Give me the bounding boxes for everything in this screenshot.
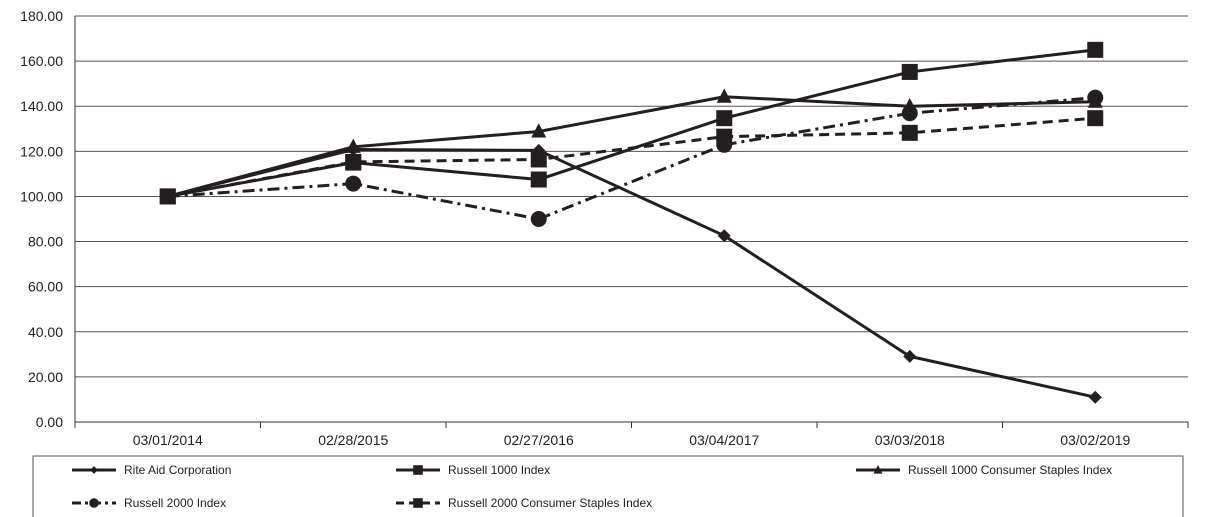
data-point-s4-1: [345, 153, 362, 170]
axes: [74, 16, 1189, 428]
legend-label-3: Russell 2000 Index: [124, 496, 226, 510]
legend-swatch-marker-0: [90, 466, 98, 474]
gridlines: [75, 15, 1188, 378]
data-point-s1-4: [901, 63, 918, 80]
series-line-2: [167, 95, 1096, 198]
legend: Rite Aid Corporation Russell 1000 Index Ru…: [32, 455, 1184, 517]
series-line-0: [167, 148, 1096, 399]
series-line-4: [167, 116, 1096, 198]
x-tick-label: 03/02/2019: [1060, 432, 1130, 448]
x-axis-tick-labels: 03/01/2014 02/28/2015 02/27/2016 03/04/2017…: [133, 432, 1131, 448]
series-line-3: [167, 96, 1096, 221]
series-lines: [167, 48, 1096, 399]
y-tick-label: 180.00: [20, 8, 63, 24]
legend-label-1: Russell 1000 Index: [448, 463, 550, 477]
legend-swatch-marker-1: [413, 465, 423, 475]
y-tick-label: 160.00: [20, 53, 63, 69]
legend-label-4: Russell 2000 Consumer Staples Index: [448, 496, 652, 510]
legend-swatch-marker-3: [89, 498, 99, 508]
data-point-s4-4: [901, 124, 918, 141]
legend-label-2: Russell 1000 Consumer Staples Index: [908, 463, 1112, 477]
legend-label-0: Rite Aid Corporation: [124, 463, 231, 477]
data-point-s3-2: [530, 211, 547, 227]
data-point-s4-0: [159, 188, 176, 205]
x-tick-label: 03/01/2014: [133, 432, 203, 448]
data-point-s0-3: [717, 229, 731, 243]
series-markers: [159, 41, 1104, 404]
series-line-1: [167, 48, 1096, 198]
data-point-s2-1: [345, 138, 361, 153]
legend-box: [32, 455, 1184, 517]
data-point-s0-5: [1088, 390, 1102, 404]
y-tick-label: 0.00: [36, 414, 63, 430]
legend-swatch-marker-4: [413, 498, 423, 508]
data-point-s0-4: [903, 349, 917, 363]
data-point-s3-4: [901, 105, 918, 122]
y-tick-label: 80.00: [28, 234, 63, 250]
data-point-s4-5: [1087, 110, 1104, 127]
x-tick-label: 02/27/2016: [504, 432, 574, 448]
data-point-s3-1: [345, 175, 362, 192]
data-point-s2-3: [716, 88, 732, 103]
x-tick-label: 03/03/2018: [875, 432, 945, 448]
y-tick-label: 20.00: [28, 369, 63, 385]
x-tick-label: 02/28/2015: [318, 432, 388, 448]
y-tick-label: 40.00: [28, 324, 63, 340]
y-tick-label: 120.00: [20, 143, 63, 159]
data-point-s4-3: [716, 128, 733, 145]
data-point-s1-3: [716, 110, 733, 127]
data-point-s1-2: [530, 171, 547, 188]
y-tick-label: 100.00: [20, 188, 63, 204]
y-tick-label: 60.00: [28, 279, 63, 295]
y-axis-tick-labels: 0.00 20.00 40.00 60.00 80.00 100.00 120.00 140.…: [20, 8, 63, 430]
y-tick-label: 140.00: [20, 98, 63, 114]
x-tick-label: 03/04/2017: [689, 432, 759, 448]
data-point-s1-5: [1087, 41, 1104, 58]
legend-swatch-marker-2: [873, 465, 883, 474]
data-point-s4-2: [530, 151, 547, 168]
data-point-s2-2: [531, 123, 547, 138]
data-point-s3-5: [1087, 89, 1104, 106]
